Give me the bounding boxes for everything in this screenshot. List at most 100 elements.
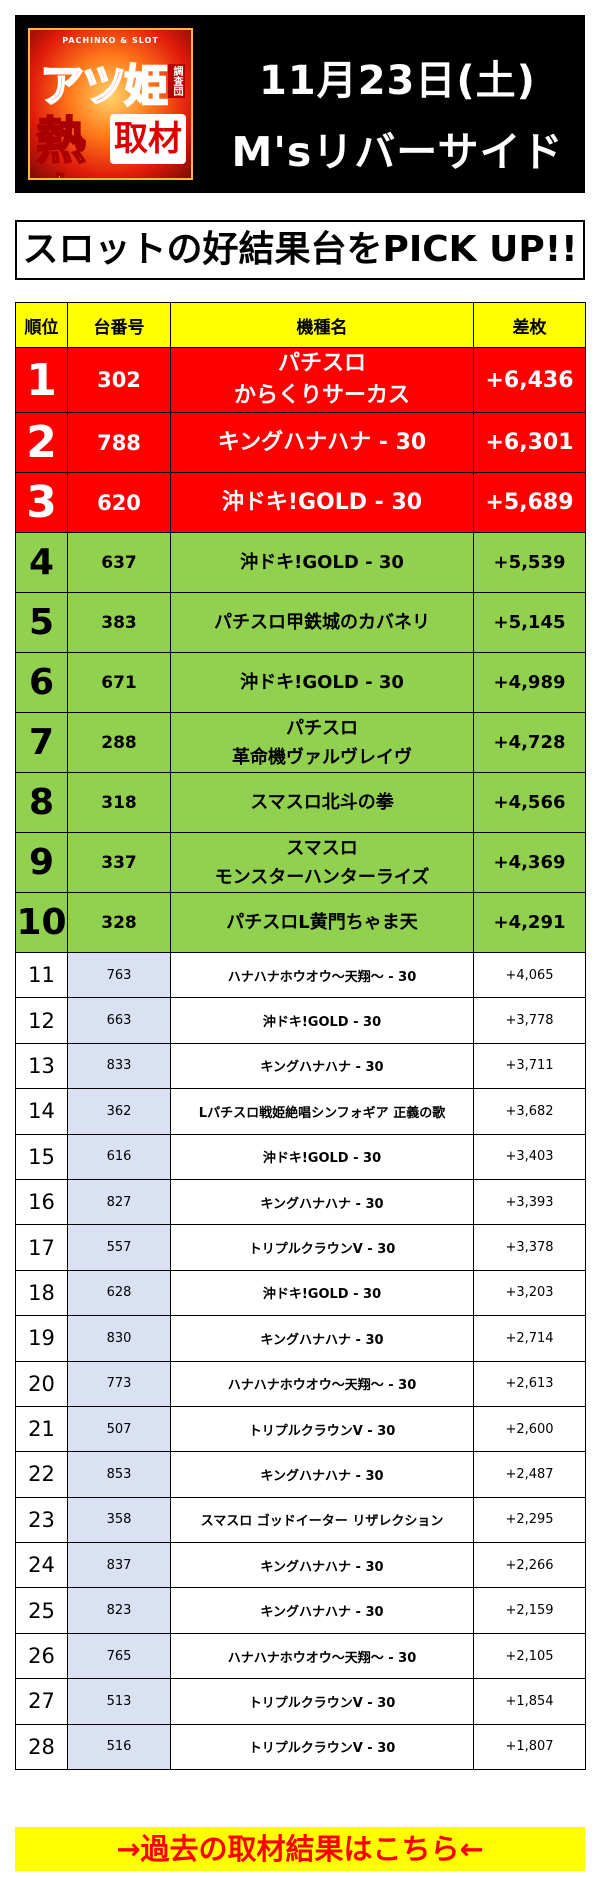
machine-name-line1: トリプルクラウンV - 30 [248, 1242, 396, 1258]
logo-line1-sub: 調査団 [168, 64, 185, 98]
table-row: 4 637 沖ドキ!GOLD - 30 +5,539 [15, 532, 586, 593]
machine-name-cell: ハナハナホウオウ～天翔～ - 30 [170, 951, 474, 999]
diff-cell: +3,403 [473, 1133, 586, 1180]
diff-cell: +4,291 [473, 892, 586, 953]
machine-name-cell: スマスロ ゴッドイーター リザレクション [170, 1496, 474, 1544]
table-row: 25 823 キングハナハナ - 30 +2,159 [15, 1587, 586, 1634]
diff-cell: +2,714 [473, 1315, 586, 1362]
machine-name-cell: パチスロ 革命機ヴァルヴレイヴ [170, 712, 474, 773]
machine-name-line1: キングハナハナ - 30 [260, 1559, 384, 1575]
diff-cell: +3,378 [473, 1224, 586, 1271]
machine-name-line2: モンスターハンターライズ [214, 866, 430, 888]
table-row: 8 318 スマスロ北斗の拳 +4,566 [15, 772, 586, 833]
table-row: 5 383 パチスロ甲鉄城のカバネリ +5,145 [15, 592, 586, 653]
table-row: 20 773 ハナハナホウオウ～天翔～ - 30 +2,613 [15, 1360, 586, 1407]
rank-cell: 15 [15, 1133, 68, 1180]
machine-name-line2: 革命機ヴァルヴレイヴ [232, 746, 412, 768]
machine-no-cell: 773 [67, 1360, 171, 1407]
machine-name-line1: ハナハナホウオウ～天翔～ - 30 [227, 969, 417, 985]
machine-name-cell: キングハナハナ - 30 [170, 1587, 474, 1634]
diff-cell: +4,728 [473, 712, 586, 773]
machine-no-cell: 616 [67, 1133, 171, 1180]
machine-name-cell: トリプルクラウンV - 30 [170, 1678, 474, 1725]
diff-cell: +4,566 [473, 772, 586, 833]
machine-no-cell: 328 [67, 892, 171, 953]
machine-name-cell: パチスロ甲鉄城のカバネリ [170, 592, 474, 653]
table-row: 16 827 キングハナハナ - 30 +3,393 [15, 1178, 586, 1226]
machine-name-line1: ハナハナホウオウ～天翔～ - 30 [227, 1650, 417, 1666]
machine-no-cell: 288 [67, 712, 171, 773]
header-banner: PACHINKO & SLOT アツ姫 調査団 熱血 取材 11月23日(土) … [15, 15, 585, 193]
machine-name-line1: トリプルクラウンV - 30 [248, 1423, 396, 1439]
machine-name-cell: 沖ドキ!GOLD - 30 [170, 472, 474, 533]
machine-name-cell: パチスロ からくりサーカス [170, 347, 474, 413]
diff-cell: +1,854 [473, 1678, 586, 1725]
machine-name-line1: 沖ドキ!GOLD - 30 [240, 672, 404, 693]
event-date: 11月23日(土) [259, 58, 536, 104]
past-results-link[interactable]: →過去の取材結果はこちら← [15, 1827, 585, 1871]
table-row: 21 507 トリプルクラウンV - 30 +2,600 [15, 1405, 586, 1453]
machine-name-line1: キングハナハナ - 30 [260, 1332, 384, 1348]
header-machine-name: 機種名 [170, 302, 474, 348]
pickup-banner: スロットの好結果台をPICK UP!! [15, 220, 585, 280]
machine-name-line1: キングハナハナ - 30 [217, 429, 427, 455]
diff-cell: +4,989 [473, 652, 586, 713]
machine-name-line1: パチスロ [277, 351, 366, 376]
table-row: 26 765 ハナハナホウオウ～天翔～ - 30 +2,105 [15, 1632, 586, 1680]
machine-name-cell: 沖ドキ!GOLD - 30 [170, 532, 474, 593]
rank-cell: 14 [15, 1088, 68, 1135]
rank-cell: 8 [15, 772, 68, 833]
rank-cell: 4 [15, 532, 68, 593]
machine-name-line1: 沖ドキ!GOLD - 30 [240, 552, 404, 573]
machine-no-cell: 358 [67, 1496, 171, 1544]
table-row: 13 833 キングハナハナ - 30 +3,711 [15, 1042, 586, 1090]
rank-cell: 18 [15, 1269, 68, 1317]
rank-cell: 5 [15, 592, 68, 653]
rank-cell: 2 [15, 412, 68, 473]
rank-cell: 19 [15, 1315, 68, 1362]
machine-name-line1: パチスロL黄門ちゃま天 [226, 912, 418, 933]
machine-name-cell: キングハナハナ - 30 [170, 1178, 474, 1226]
rank-cell: 21 [15, 1405, 68, 1453]
table-row: 19 830 キングハナハナ - 30 +2,714 [15, 1315, 586, 1362]
machine-no-cell: 763 [67, 951, 171, 999]
rank-cell: 25 [15, 1587, 68, 1634]
table-row: 18 628 沖ドキ!GOLD - 30 +3,203 [15, 1269, 586, 1317]
rank-cell: 28 [15, 1723, 68, 1771]
table-row: 10 328 パチスロL黄門ちゃま天 +4,291 [15, 892, 586, 953]
table-row: 11 763 ハナハナホウオウ～天翔～ - 30 +4,065 [15, 951, 586, 999]
atsuhime-logo: PACHINKO & SLOT アツ姫 調査団 熱血 取材 [28, 28, 193, 180]
table-header-row: 順位 台番号 機種名 差枚 [15, 302, 586, 348]
machine-name-cell: 沖ドキ!GOLD - 30 [170, 1133, 474, 1180]
machine-name-line1: トリプルクラウンV - 30 [248, 1695, 396, 1711]
machine-name-line1: 沖ドキ!GOLD - 30 [262, 1151, 382, 1167]
machine-name-cell: キングハナハナ - 30 [170, 412, 474, 473]
machine-name-cell: 沖ドキ!GOLD - 30 [170, 997, 474, 1044]
machine-no-cell: 837 [67, 1542, 171, 1589]
machine-name-cell: トリプルクラウンV - 30 [170, 1405, 474, 1453]
rank-cell: 16 [15, 1178, 68, 1226]
machine-name-line1: 沖ドキ!GOLD - 30 [221, 489, 423, 515]
diff-cell: +5,539 [473, 532, 586, 593]
rank-cell: 1 [15, 347, 68, 413]
machine-no-cell: 827 [67, 1178, 171, 1226]
diff-cell: +3,778 [473, 997, 586, 1044]
machine-name-line1: 沖ドキ!GOLD - 30 [262, 1015, 382, 1031]
rank-cell: 27 [15, 1678, 68, 1725]
machine-no-cell: 318 [67, 772, 171, 833]
machine-name-cell: キングハナハナ - 30 [170, 1542, 474, 1589]
machine-no-cell: 516 [67, 1723, 171, 1771]
machine-no-cell: 833 [67, 1042, 171, 1090]
diff-cell: +6,301 [473, 412, 586, 473]
table-row: 23 358 スマスロ ゴッドイーター リザレクション +2,295 [15, 1496, 586, 1544]
diff-cell: +5,689 [473, 472, 586, 533]
rank-cell: 7 [15, 712, 68, 773]
machine-no-cell: 507 [67, 1405, 171, 1453]
machine-name-line1: Lパチスロ戦姫絶唱シンフォギア 正義の歌 [198, 1105, 446, 1121]
machine-name-line1: キングハナハナ - 30 [260, 1605, 384, 1621]
results-table: 順位 台番号 機種名 差枚 1 302 パチスロ からくりサーカス +6,436 2 788… [15, 302, 586, 1771]
diff-cell: +2,266 [473, 1542, 586, 1589]
logo-line1: アツ姫 [39, 60, 169, 113]
machine-name-cell: 沖ドキ!GOLD - 30 [170, 652, 474, 713]
machine-name-line1: 沖ドキ!GOLD - 30 [262, 1287, 382, 1303]
